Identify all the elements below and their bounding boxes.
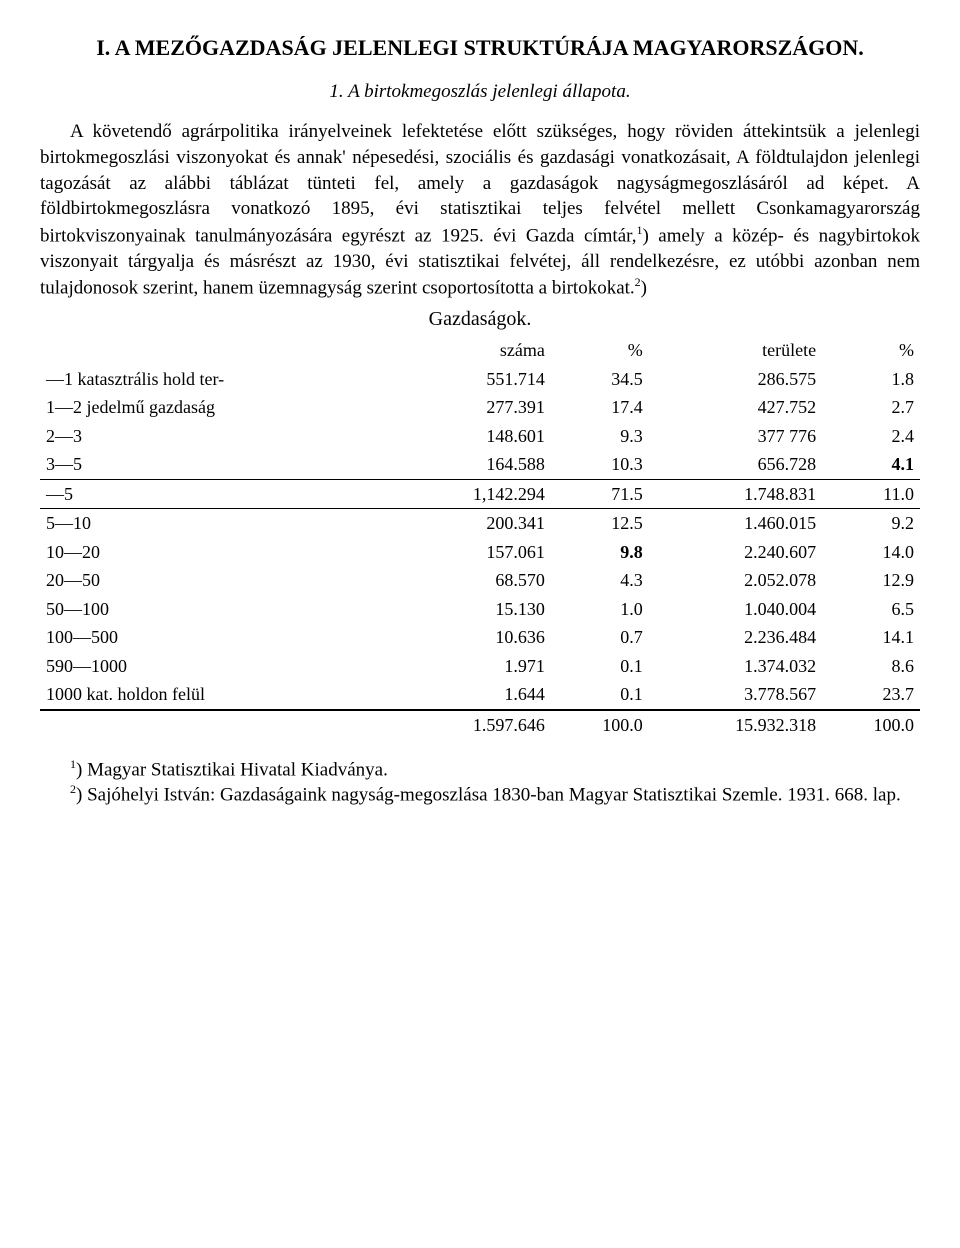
- row-label: 2—3: [40, 422, 394, 451]
- footnotes: 1) Magyar Statisztikai Hivatal Kiadványa…: [40, 757, 920, 807]
- cell: 100.0: [822, 710, 920, 740]
- cell: 656.728: [649, 450, 822, 479]
- cell: 9.8: [551, 538, 649, 567]
- table-row: 590—1000 1.971 0.1 1.374.032 8.6: [40, 652, 920, 681]
- cell: 8.6: [822, 652, 920, 681]
- cell: 10.3: [551, 450, 649, 479]
- cell: 34.5: [551, 365, 649, 394]
- row-label: 590—1000: [40, 652, 394, 681]
- cell: 157.061: [394, 538, 551, 567]
- footnote-text-2: ) Sajóhelyi István: Gazdaságaink nagyság…: [76, 785, 901, 806]
- cell: 11.0: [822, 479, 920, 509]
- cell: 9.3: [551, 422, 649, 451]
- cell: 12.9: [822, 566, 920, 595]
- col-szama: száma: [394, 336, 551, 365]
- section-subtitle: 1. A birtokmegoszlás jelenlegi állapota.: [40, 80, 920, 104]
- table-row: —1 katasztrális hold ter- 551.714 34.5 2…: [40, 365, 920, 394]
- table-row: 1—2 jedelmű gazdaság 277.391 17.4 427.75…: [40, 393, 920, 422]
- cell: 1.0: [551, 595, 649, 624]
- cell: 0.1: [551, 652, 649, 681]
- cell: 9.2: [822, 509, 920, 538]
- cell: 14.0: [822, 538, 920, 567]
- footnote-text-1: ) Magyar Statisztikai Hivatal Kiadványa.: [76, 760, 388, 781]
- cell: 2.052.078: [649, 566, 822, 595]
- cell: 6.5: [822, 595, 920, 624]
- cell: 23.7: [822, 680, 920, 710]
- cell: 15.932.318: [649, 710, 822, 740]
- cell: 1.971: [394, 652, 551, 681]
- cell: 2.240.607: [649, 538, 822, 567]
- row-label: 20—50: [40, 566, 394, 595]
- table-row: 3—5 164.588 10.3 656.728 4.1: [40, 450, 920, 479]
- cell: 14.1: [822, 623, 920, 652]
- cell: 551.714: [394, 365, 551, 394]
- cell: 0.7: [551, 623, 649, 652]
- table-row: 2—3 148.601 9.3 377 776 2.4: [40, 422, 920, 451]
- cell: 0.1: [551, 680, 649, 710]
- row-label: 3—5: [40, 450, 394, 479]
- cell: 1.748.831: [649, 479, 822, 509]
- table-title: Gazdaságok.: [40, 307, 920, 332]
- cell: 71.5: [551, 479, 649, 509]
- cell: 377 776: [649, 422, 822, 451]
- table-subtotal-row: —5 1,142.294 71.5 1.748.831 11.0: [40, 479, 920, 509]
- cell: 164.588: [394, 450, 551, 479]
- cell: 1.8: [822, 365, 920, 394]
- col-percent-1: %: [551, 336, 649, 365]
- cell: 2.4: [822, 422, 920, 451]
- table-row: 10—20 157.061 9.8 2.240.607 14.0: [40, 538, 920, 567]
- table-header-row: száma % területe %: [40, 336, 920, 365]
- table-row: 100—500 10.636 0.7 2.236.484 14.1: [40, 623, 920, 652]
- cell: 148.601: [394, 422, 551, 451]
- col-terulete: területe: [649, 336, 822, 365]
- footnote-1: 1) Magyar Statisztikai Hivatal Kiadványa…: [40, 757, 920, 782]
- page-heading: I. A MEZŐGAZDASÁG JELENLEGI STRUKTÚRÁJA …: [40, 34, 920, 62]
- table-row: 1000 kat. holdon felül 1.644 0.1 3.778.5…: [40, 680, 920, 710]
- cell: 1.597.646: [394, 710, 551, 740]
- row-label: 10—20: [40, 538, 394, 567]
- row-label: —5: [40, 479, 394, 509]
- table-grandtotal-row: 1.597.646 100.0 15.932.318 100.0: [40, 710, 920, 740]
- cell: 4.3: [551, 566, 649, 595]
- col-percent-2: %: [822, 336, 920, 365]
- col-empty: [40, 336, 394, 365]
- cell: 1.374.032: [649, 652, 822, 681]
- table-row: 20—50 68.570 4.3 2.052.078 12.9: [40, 566, 920, 595]
- cell: 17.4: [551, 393, 649, 422]
- cell: 1.460.015: [649, 509, 822, 538]
- cell: 4.1: [822, 450, 920, 479]
- cell: 427.752: [649, 393, 822, 422]
- cell: 2.7: [822, 393, 920, 422]
- cell: 68.570: [394, 566, 551, 595]
- row-label: 1000 kat. holdon felül: [40, 680, 394, 710]
- table-row: 5—10 200.341 12.5 1.460.015 9.2: [40, 509, 920, 538]
- cell: 100.0: [551, 710, 649, 740]
- cell: 1.040.004: [649, 595, 822, 624]
- cell: 3.778.567: [649, 680, 822, 710]
- landholdings-table: száma % területe % —1 katasztrális hold …: [40, 336, 920, 739]
- cell: 2.236.484: [649, 623, 822, 652]
- row-label: 50—100: [40, 595, 394, 624]
- cell: 1.644: [394, 680, 551, 710]
- cell: 200.341: [394, 509, 551, 538]
- cell: 286.575: [649, 365, 822, 394]
- table-row: 50—100 15.130 1.0 1.040.004 6.5: [40, 595, 920, 624]
- cell: 277.391: [394, 393, 551, 422]
- row-label: 5—10: [40, 509, 394, 538]
- row-label: —1 katasztrális hold ter-: [40, 365, 394, 394]
- cell: 10.636: [394, 623, 551, 652]
- row-label: [40, 710, 394, 740]
- body-paragraph: A követendő agrárpolitika irányelveinek …: [40, 119, 920, 301]
- cell: 15.130: [394, 595, 551, 624]
- row-label: 1—2 jedelmű gazdaság: [40, 393, 394, 422]
- cell: 12.5: [551, 509, 649, 538]
- cell: 1,142.294: [394, 479, 551, 509]
- body-text-3: ): [641, 278, 647, 299]
- row-label: 100—500: [40, 623, 394, 652]
- footnote-2: 2) Sajóhelyi István: Gazdaságaink nagysá…: [40, 782, 920, 807]
